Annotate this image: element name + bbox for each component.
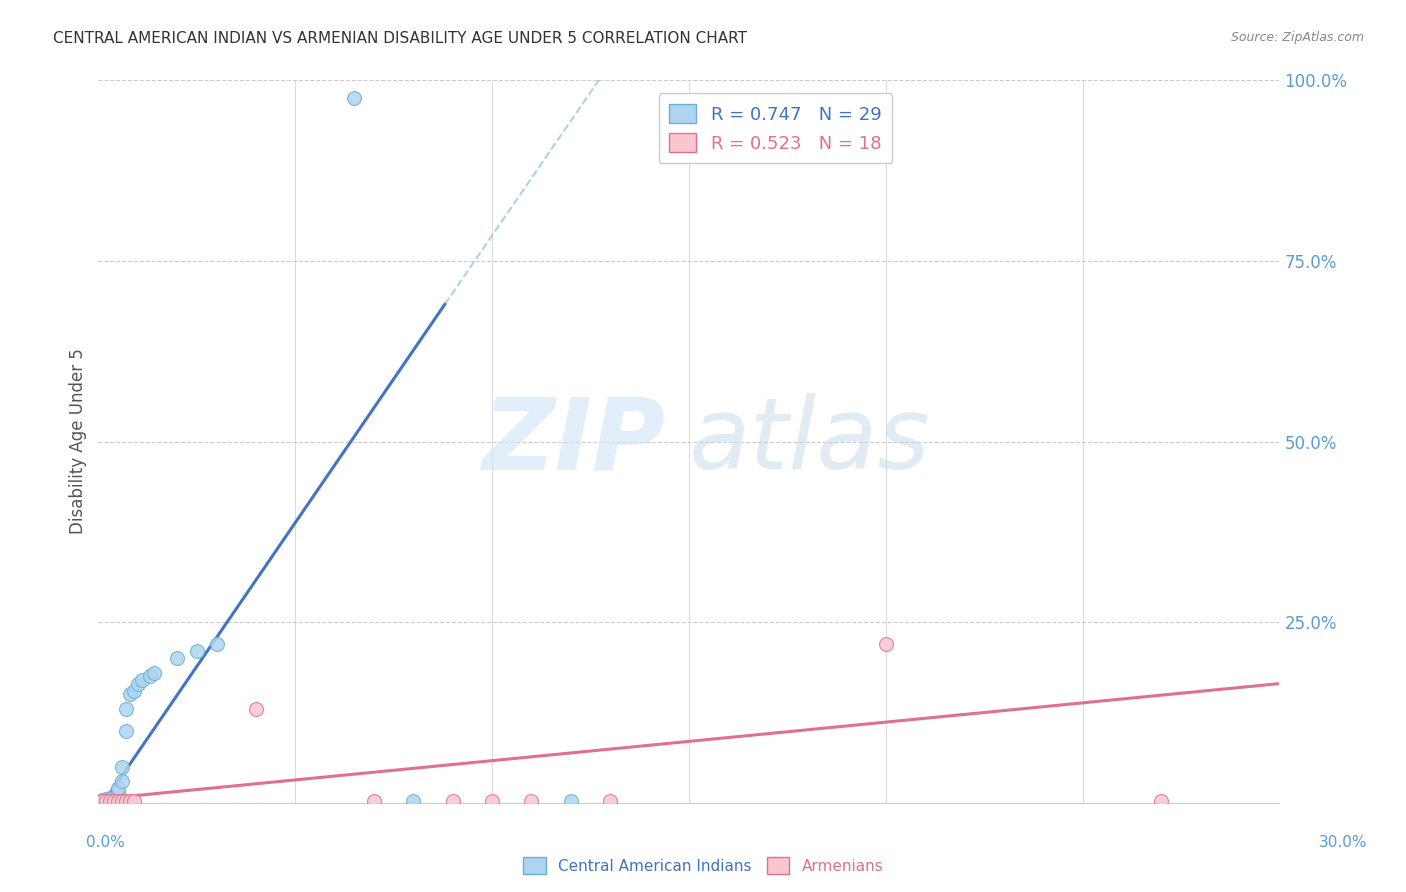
- Point: [96, 794, 118, 808]
- Point: [96, 794, 118, 808]
- Text: Source: ZipAtlas.com: Source: ZipAtlas.com: [1230, 31, 1364, 45]
- Point: [111, 794, 134, 808]
- Point: [1150, 794, 1173, 808]
- Point: [111, 774, 134, 789]
- Point: [142, 665, 165, 680]
- Point: [103, 793, 125, 807]
- Point: [111, 760, 134, 774]
- Point: [103, 794, 125, 808]
- Point: [96, 792, 118, 806]
- Point: [107, 781, 129, 796]
- Point: [138, 669, 160, 683]
- Point: [91, 793, 114, 807]
- Point: [122, 683, 145, 698]
- Point: [91, 794, 114, 808]
- Point: [363, 794, 385, 808]
- Point: [441, 794, 464, 808]
- Y-axis label: Disability Age Under 5: Disability Age Under 5: [69, 349, 87, 534]
- Point: [127, 676, 149, 690]
- Point: [103, 790, 125, 805]
- Legend: Central American Indians, Armenians: Central American Indians, Armenians: [516, 851, 890, 880]
- Point: [118, 687, 141, 701]
- Text: 30.0%: 30.0%: [1319, 836, 1367, 850]
- Point: [520, 794, 543, 808]
- Point: [98, 794, 121, 808]
- Point: [343, 91, 366, 105]
- Text: ZIP: ZIP: [482, 393, 665, 490]
- Point: [96, 793, 118, 807]
- Point: [115, 723, 138, 738]
- Point: [560, 794, 582, 808]
- Point: [107, 785, 129, 799]
- Point: [481, 794, 503, 808]
- Point: [205, 637, 228, 651]
- Point: [115, 794, 138, 808]
- Text: atlas: atlas: [689, 393, 931, 490]
- Point: [91, 794, 114, 808]
- Text: 0.0%: 0.0%: [86, 836, 125, 850]
- Point: [91, 794, 114, 808]
- Legend: R = 0.747   N = 29, R = 0.523   N = 18: R = 0.747 N = 29, R = 0.523 N = 18: [658, 93, 893, 163]
- Point: [402, 794, 425, 808]
- Point: [118, 794, 141, 808]
- Point: [98, 792, 121, 806]
- Point: [131, 673, 153, 687]
- Point: [98, 794, 121, 808]
- Point: [186, 644, 208, 658]
- Point: [107, 794, 129, 808]
- Point: [91, 794, 114, 808]
- Text: CENTRAL AMERICAN INDIAN VS ARMENIAN DISABILITY AGE UNDER 5 CORRELATION CHART: CENTRAL AMERICAN INDIAN VS ARMENIAN DISA…: [53, 31, 748, 46]
- Point: [599, 794, 621, 808]
- Point: [122, 794, 145, 808]
- Point: [875, 637, 897, 651]
- Point: [115, 702, 138, 716]
- Point: [166, 651, 188, 665]
- Point: [98, 790, 121, 805]
- Point: [245, 702, 267, 716]
